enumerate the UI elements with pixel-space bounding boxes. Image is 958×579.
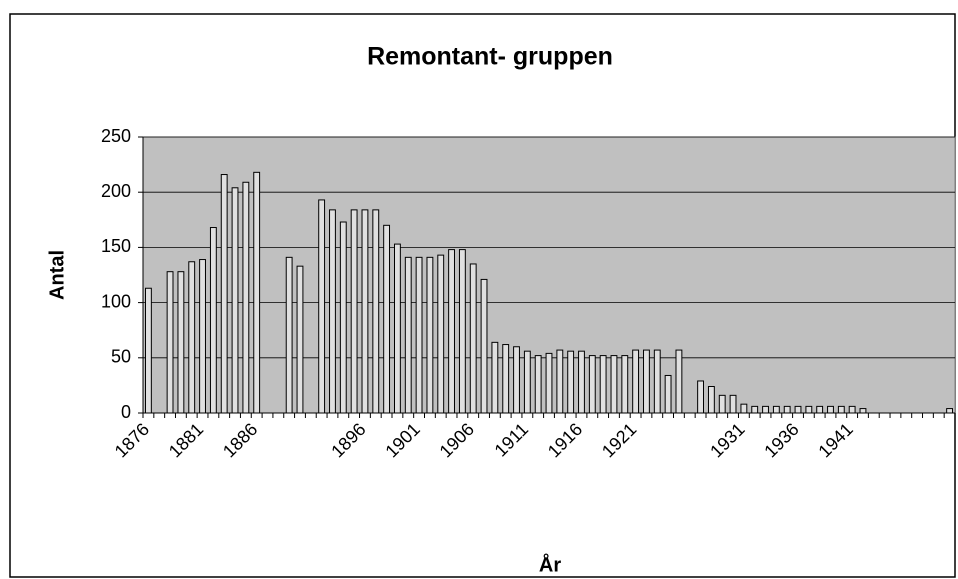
bar	[513, 346, 520, 414]
bar	[534, 355, 542, 414]
bar	[231, 187, 239, 414]
bar	[404, 256, 412, 414]
bar	[383, 224, 391, 414]
bar	[491, 341, 499, 414]
bar	[177, 271, 185, 414]
bar	[675, 349, 683, 414]
bar	[610, 355, 618, 414]
bar	[556, 349, 564, 414]
bar	[296, 265, 304, 414]
bar	[285, 256, 293, 414]
bar	[848, 405, 856, 414]
y-tick-label: 50	[111, 347, 131, 367]
bar	[209, 227, 217, 414]
bar	[545, 352, 553, 414]
y-tick-label: 150	[101, 236, 131, 256]
bar	[339, 221, 347, 414]
y-tick-label: 100	[101, 291, 131, 311]
bar	[188, 261, 196, 414]
bar	[578, 350, 585, 414]
bar	[437, 254, 445, 414]
bar	[458, 249, 466, 414]
bar	[144, 287, 152, 414]
bar	[220, 174, 228, 414]
chart-title: Remontant- gruppen	[367, 43, 613, 71]
bar	[697, 380, 704, 414]
bar	[242, 181, 250, 414]
bar	[361, 209, 369, 414]
bar	[794, 405, 802, 414]
bar	[588, 355, 596, 414]
bar	[772, 405, 780, 414]
bar	[805, 405, 813, 414]
bar	[253, 171, 261, 414]
y-tick-label: 200	[101, 181, 131, 201]
y-tick-label: 250	[101, 126, 131, 146]
bar	[783, 405, 791, 414]
bar	[567, 350, 575, 414]
bar	[729, 394, 737, 414]
bar	[621, 355, 629, 414]
bar	[837, 405, 845, 414]
bar	[480, 278, 488, 414]
bar	[751, 405, 759, 414]
y-axis-label: Antal	[46, 250, 68, 300]
bar	[827, 405, 834, 414]
bar	[329, 209, 336, 414]
bar	[318, 199, 326, 414]
bar	[643, 349, 650, 414]
bar	[199, 259, 206, 414]
bar	[762, 405, 769, 414]
bar	[502, 344, 510, 414]
bar	[448, 249, 455, 414]
bar	[653, 349, 661, 414]
bar	[946, 408, 954, 414]
bar	[816, 405, 824, 414]
bar	[469, 263, 477, 414]
bar	[632, 349, 640, 414]
bar	[599, 355, 607, 414]
bar	[859, 408, 867, 414]
bar	[426, 256, 434, 414]
bar	[523, 350, 531, 414]
bar	[707, 386, 715, 414]
bar	[166, 271, 174, 414]
bar	[718, 394, 726, 414]
bar	[372, 209, 380, 414]
bar	[415, 256, 423, 414]
bar	[350, 209, 358, 414]
bar	[664, 374, 672, 414]
bar	[394, 243, 401, 414]
bar	[740, 403, 748, 414]
y-tick-label: 0	[121, 402, 131, 422]
x-axis-label: År	[539, 552, 561, 576]
